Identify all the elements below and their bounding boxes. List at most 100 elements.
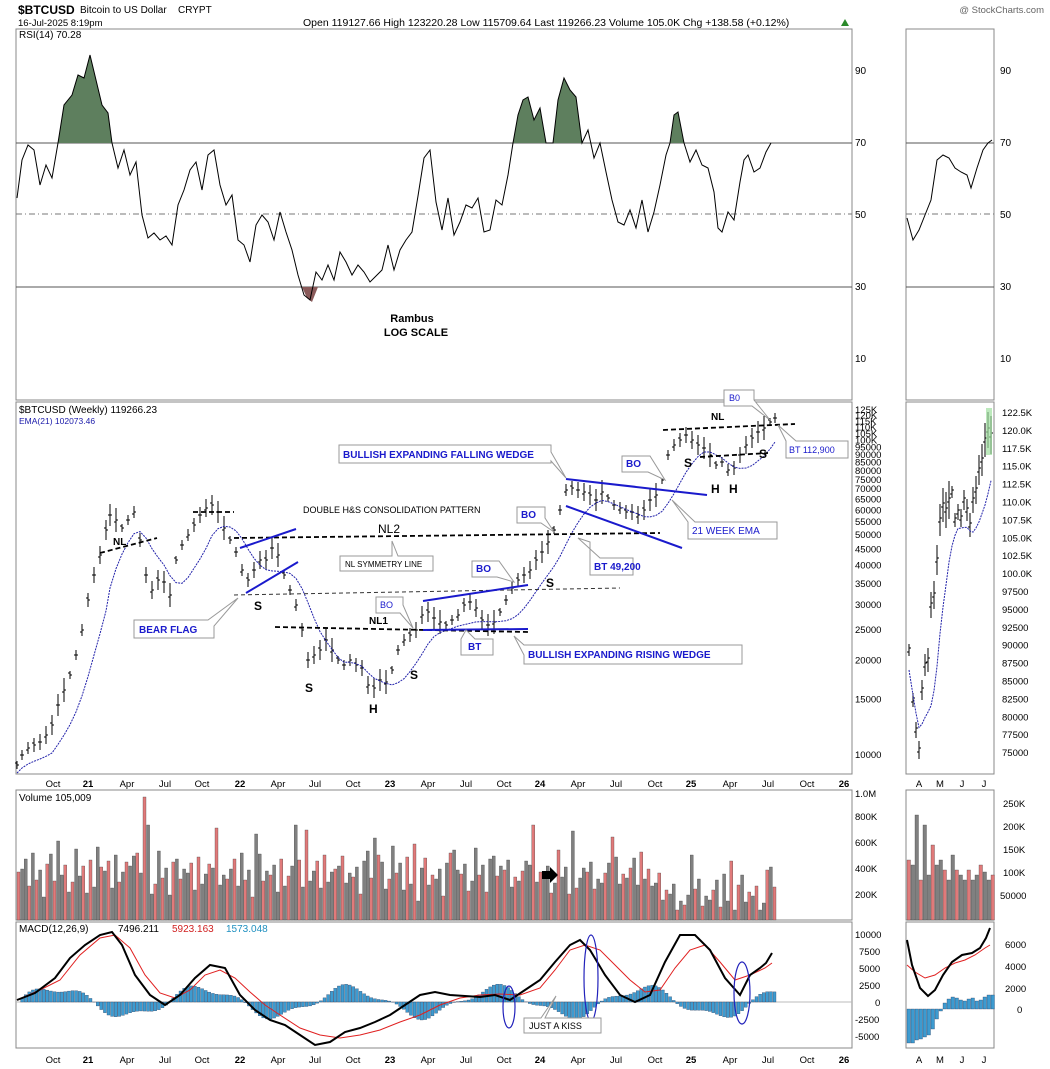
macd-tick-10000: 10000 xyxy=(855,930,881,941)
x-axis-label: 23 xyxy=(385,779,396,790)
volume-bar xyxy=(88,859,93,921)
macd-hist-bar xyxy=(34,988,39,1003)
volume-bar xyxy=(726,900,730,921)
x-axis-label: 24 xyxy=(535,779,546,790)
rsi-tick-70: 70 xyxy=(855,138,867,149)
volume-daily-bar xyxy=(974,874,979,921)
volume-bar xyxy=(513,876,517,921)
volume-daily-bar xyxy=(938,859,943,921)
volume-bar xyxy=(672,883,676,921)
x-axis-label: Oct xyxy=(46,779,61,790)
macd-hist-bar xyxy=(319,1000,323,1003)
macd-hist-bar xyxy=(556,1001,561,1012)
falling-wedge-bottom-line xyxy=(565,505,683,549)
price-tick: 15000 xyxy=(855,695,881,706)
volume-tick-1m: 1.0M xyxy=(855,789,876,800)
price-label: $BTCUSD (Weekly) 119266.23 xyxy=(19,405,157,416)
macd-tick-5000: 5000 xyxy=(859,964,880,975)
macd-hist-bar xyxy=(348,984,352,1003)
bear-flag-bottom-line xyxy=(245,561,299,594)
s6-label: S xyxy=(759,447,767,461)
volume-bar xyxy=(74,848,78,921)
callout-bear-flag: BEAR FLAG xyxy=(133,597,239,639)
x-axis-label: 25 xyxy=(686,1055,697,1066)
volume-bar xyxy=(603,872,607,921)
macd-hist-bar xyxy=(718,1001,723,1016)
macd-hist-bar xyxy=(448,1001,453,1004)
volume-bar xyxy=(232,858,237,921)
nl-symmetry-line xyxy=(233,587,621,596)
bt1-label: BT xyxy=(468,642,481,653)
volume-bar xyxy=(276,891,280,921)
volume-daily-bar xyxy=(982,871,987,921)
macd-hist-bar xyxy=(322,997,327,1003)
volume-bar xyxy=(258,853,262,921)
bt2-label: BT 49,200 xyxy=(594,562,641,573)
volume-bar xyxy=(391,845,395,921)
x-axis-daily-label: A xyxy=(916,1055,923,1066)
volume-daily-tick-150k: 150K xyxy=(1003,845,1026,856)
macd-hist-bar xyxy=(546,1001,550,1007)
volume-bar xyxy=(60,874,64,921)
volume-bar xyxy=(63,864,67,921)
volume-bar xyxy=(27,885,31,921)
volume-bar xyxy=(772,886,777,921)
nl-top xyxy=(662,423,796,431)
macd-hist-bar xyxy=(420,1001,424,1021)
volume-bar xyxy=(420,867,424,921)
macd-ticks: 10000 7500 5000 2500 0 -2500 -5000 6000 … xyxy=(855,930,1026,1043)
rsi-overbought-fill-2 xyxy=(513,97,546,143)
volume-bar xyxy=(520,870,525,921)
price-tick: 75000 xyxy=(855,475,881,486)
volume-bar xyxy=(488,858,492,921)
volume-daily-bar xyxy=(946,879,951,921)
price-tick: 55000 xyxy=(855,517,881,528)
volume-bar xyxy=(384,888,388,921)
volume-bar xyxy=(549,892,553,921)
volume-bar xyxy=(729,860,733,921)
macd-hist-bar xyxy=(362,993,366,1003)
macd-hist-bar xyxy=(762,992,766,1003)
macd-hist-bar xyxy=(571,1001,575,1020)
volume-bar xyxy=(643,878,647,921)
macd-hist-bar xyxy=(355,988,359,1003)
macd-hist-bar xyxy=(254,1001,258,1014)
volume-bar xyxy=(423,857,427,921)
volume-bar xyxy=(495,875,499,921)
x-axis-daily-label: J xyxy=(982,779,987,790)
stockcharts-credit: @ StockCharts.com xyxy=(959,5,1044,16)
s3-label: S xyxy=(410,668,418,682)
macd-hist-bar xyxy=(672,1000,676,1003)
volume-bar xyxy=(632,857,636,921)
volume-bar xyxy=(758,909,762,921)
volume-bar xyxy=(369,877,373,921)
macd-hist-bar xyxy=(751,999,755,1003)
macd-hist-bar xyxy=(499,984,503,1003)
volume-bar xyxy=(661,899,665,921)
volume-bar xyxy=(139,872,143,921)
exchange-label: CRYPT xyxy=(178,5,212,16)
ema21-label: 21 WEEK EMA xyxy=(692,526,760,537)
volume-bar xyxy=(114,854,118,921)
macd-hist-bar xyxy=(686,1001,690,1010)
volume-bar xyxy=(499,865,503,921)
macd-hist-bar xyxy=(81,992,85,1003)
volume-bar xyxy=(697,878,701,921)
macd-daily-line xyxy=(906,927,991,998)
volume-daily-tick-100k: 100K xyxy=(1003,868,1026,879)
volume-bar xyxy=(589,861,593,921)
macd-hist-bar xyxy=(607,997,611,1003)
volume-bar xyxy=(762,902,766,921)
macd-hist-bar xyxy=(78,991,82,1003)
volume-bar xyxy=(279,858,283,921)
volume-bar xyxy=(351,876,355,921)
rsi-daily-tick-10: 10 xyxy=(1000,354,1012,365)
macd-hist-bar xyxy=(326,994,330,1003)
volume-bar xyxy=(531,824,535,921)
kiss-ellipse-1 xyxy=(502,985,516,1029)
volume-bar xyxy=(204,873,208,921)
volume-bar xyxy=(675,909,679,921)
x-axis-label: Apr xyxy=(571,779,586,790)
bear-flag-top-line xyxy=(239,528,297,549)
volume-bar xyxy=(452,849,456,921)
